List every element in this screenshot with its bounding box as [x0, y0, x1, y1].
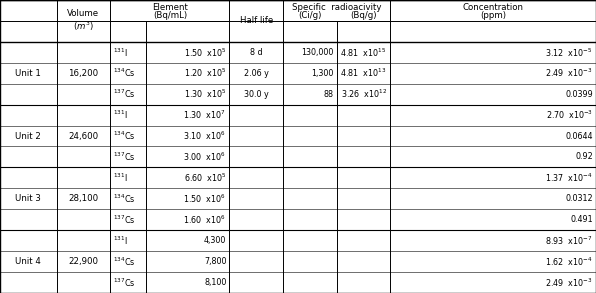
Text: $^{131}$I: $^{131}$I — [113, 109, 128, 121]
Text: 16,200: 16,200 — [69, 69, 98, 78]
Text: $^{134}$Cs: $^{134}$Cs — [113, 67, 136, 79]
Text: (Ci/g): (Ci/g) — [298, 11, 322, 20]
Text: 1.30  x10$^{7}$: 1.30 x10$^{7}$ — [184, 109, 226, 121]
Text: 6.60  x10$^{5}$: 6.60 x10$^{5}$ — [184, 172, 226, 184]
Text: 1.60  x10$^{6}$: 1.60 x10$^{6}$ — [184, 214, 226, 226]
Text: 2.49  x10$^{-3}$: 2.49 x10$^{-3}$ — [545, 276, 593, 289]
Text: $^{137}$Cs: $^{137}$Cs — [113, 214, 136, 226]
Text: 0.0312: 0.0312 — [566, 194, 593, 203]
Text: Element: Element — [152, 4, 188, 13]
Text: 3.26  x10$^{12}$: 3.26 x10$^{12}$ — [340, 88, 387, 100]
Text: Unit 3: Unit 3 — [15, 194, 41, 203]
Text: 1.37  x10$^{-4}$: 1.37 x10$^{-4}$ — [545, 172, 593, 184]
Text: 3.00  x10$^{6}$: 3.00 x10$^{6}$ — [184, 151, 226, 163]
Text: 3.10  x10$^{6}$: 3.10 x10$^{6}$ — [184, 130, 226, 142]
Text: 4.81  x10$^{13}$: 4.81 x10$^{13}$ — [340, 67, 387, 79]
Text: $^{131}$I: $^{131}$I — [113, 234, 128, 247]
Text: 0.0399: 0.0399 — [565, 90, 593, 99]
Text: Unit 1: Unit 1 — [15, 69, 41, 78]
Text: $^{137}$Cs: $^{137}$Cs — [113, 88, 136, 100]
Text: 8,100: 8,100 — [204, 278, 226, 287]
Text: Unit 2: Unit 2 — [15, 132, 41, 141]
Text: 8.93  x10$^{-7}$: 8.93 x10$^{-7}$ — [545, 234, 593, 247]
Text: 4.81  x10$^{15}$: 4.81 x10$^{15}$ — [340, 46, 387, 59]
Text: 1.50  x10$^{5}$: 1.50 x10$^{5}$ — [184, 46, 226, 59]
Text: (ppm): (ppm) — [480, 11, 506, 20]
Text: 1.62  x10$^{-4}$: 1.62 x10$^{-4}$ — [545, 255, 593, 268]
Text: 1.50  x10$^{6}$: 1.50 x10$^{6}$ — [184, 193, 226, 205]
Text: $^{137}$Cs: $^{137}$Cs — [113, 276, 136, 289]
Text: $^{134}$Cs: $^{134}$Cs — [113, 130, 136, 142]
Text: Specific  radioacivity: Specific radioacivity — [292, 4, 381, 13]
Text: (Bq/g): (Bq/g) — [350, 11, 377, 20]
Text: 2.06 y: 2.06 y — [244, 69, 269, 78]
Text: Concentration: Concentration — [462, 4, 524, 13]
Text: 0.491: 0.491 — [570, 215, 593, 224]
Text: 28,100: 28,100 — [69, 194, 98, 203]
Text: 8 d: 8 d — [250, 48, 263, 57]
Text: 22,900: 22,900 — [69, 257, 98, 266]
Text: 3.12  x10$^{-5}$: 3.12 x10$^{-5}$ — [545, 46, 593, 59]
Text: 88: 88 — [324, 90, 334, 99]
Text: 1,300: 1,300 — [311, 69, 334, 78]
Text: Unit 4: Unit 4 — [15, 257, 41, 266]
Text: 30.0 y: 30.0 y — [244, 90, 269, 99]
Text: 7,800: 7,800 — [204, 257, 226, 266]
Text: (Bq/mL): (Bq/mL) — [153, 11, 187, 20]
Text: $^{131}$I: $^{131}$I — [113, 172, 128, 184]
Text: $^{134}$Cs: $^{134}$Cs — [113, 193, 136, 205]
Text: 1.30  x10$^{5}$: 1.30 x10$^{5}$ — [184, 88, 226, 100]
Text: 1.20  x10$^{5}$: 1.20 x10$^{5}$ — [184, 67, 226, 79]
Text: Volume
$(m^{3})$: Volume $(m^{3})$ — [67, 9, 100, 33]
Text: 24,600: 24,600 — [69, 132, 98, 141]
Text: Half life: Half life — [240, 16, 273, 25]
Text: 2.70  x10$^{-3}$: 2.70 x10$^{-3}$ — [546, 109, 593, 121]
Text: $^{134}$Cs: $^{134}$Cs — [113, 255, 136, 268]
Text: 0.92: 0.92 — [575, 152, 593, 161]
Text: 2.49  x10$^{-3}$: 2.49 x10$^{-3}$ — [545, 67, 593, 79]
Text: 130,000: 130,000 — [302, 48, 334, 57]
Text: 0.0644: 0.0644 — [566, 132, 593, 141]
Text: 4,300: 4,300 — [204, 236, 226, 245]
Text: $^{131}$I: $^{131}$I — [113, 46, 128, 59]
Text: $^{137}$Cs: $^{137}$Cs — [113, 151, 136, 163]
